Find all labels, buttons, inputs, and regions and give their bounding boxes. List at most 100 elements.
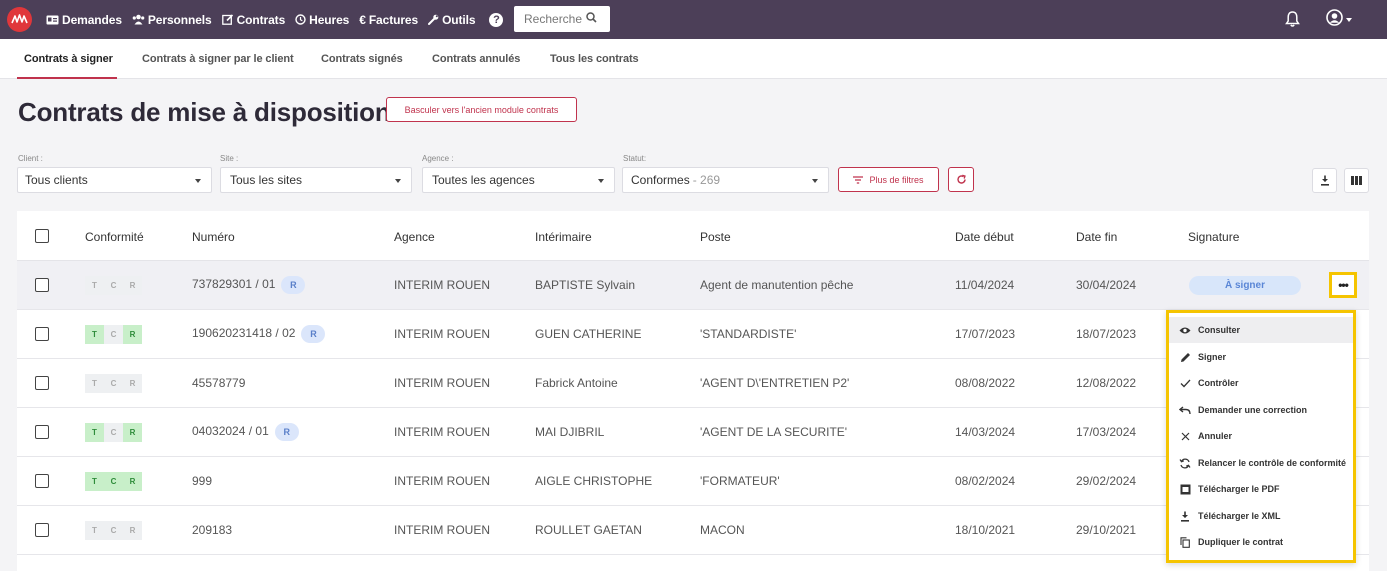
cell-date-debut: 18/10/2021 [955, 523, 1016, 537]
menu-item-dupliquer[interactable]: Dupliquer le contrat [1169, 529, 1353, 555]
r-badge: R [281, 276, 306, 294]
pdf-icon [1178, 482, 1192, 496]
tcr-r: R [123, 374, 142, 393]
cell-interimaire: ROULLET GAETAN [535, 523, 642, 537]
col-poste[interactable]: Poste [700, 230, 731, 244]
client-filter-select[interactable]: Tous clients [17, 167, 212, 193]
cell-interimaire: Fabrick Antoine [535, 376, 618, 390]
export-button[interactable] [1312, 168, 1337, 193]
cell-agence: INTERIM ROUEN [394, 376, 490, 390]
nav-outils[interactable]: Outils [428, 13, 476, 27]
tab-contrats-signes[interactable]: Contrats signés [321, 53, 403, 65]
menu-item-label: Dupliquer le contrat [1198, 537, 1284, 547]
cell-poste: 'STANDARDISTE' [700, 327, 797, 341]
nav-factures[interactable]: € Factures [359, 13, 418, 27]
nav-contrats[interactable]: Contrats [221, 12, 286, 27]
legacy-module-button[interactable]: Basculer vers l'ancien module contrats [386, 97, 577, 122]
download-icon [1320, 175, 1330, 186]
menu-item-signer[interactable]: Signer [1169, 344, 1353, 370]
menu-item-label: Relancer le contrôle de conformité [1198, 458, 1347, 468]
tcr-r: R [123, 472, 142, 491]
columns-button[interactable] [1344, 168, 1369, 193]
nav-heures[interactable]: Heures [295, 13, 349, 27]
menu-item-relancer-controle[interactable]: Relancer le contrôle de conformité [1169, 450, 1353, 476]
tab-contrats-a-signer-client[interactable]: Contrats à signer par le client [142, 53, 294, 65]
col-interimaire[interactable]: Intérimaire [535, 230, 592, 244]
menu-item-controler[interactable]: Contrôler [1169, 370, 1353, 396]
signature-status-badge[interactable]: À signer [1189, 276, 1301, 295]
menu-item-label: Télécharger le PDF [1198, 484, 1280, 494]
cell-date-debut: 08/08/2022 [955, 376, 1016, 390]
client-filter-label: Client : [18, 154, 43, 163]
app-logo[interactable] [7, 7, 32, 32]
tab-contrats-annules[interactable]: Contrats annulés [432, 53, 521, 65]
user-avatar-icon [1326, 9, 1343, 31]
col-agence[interactable]: Agence [394, 230, 435, 244]
menu-item-label: Annuler [1198, 431, 1233, 441]
cell-poste: 'AGENT D\'ENTRETIEN P2' [700, 376, 850, 390]
col-date-debut[interactable]: Date début [955, 230, 1014, 244]
nav-label: Contrats [236, 12, 286, 27]
tcr-c: C [104, 472, 123, 491]
chevron-down-icon [1346, 18, 1352, 22]
col-signature[interactable]: Signature [1188, 230, 1240, 244]
cell-date-debut: 14/03/2024 [955, 425, 1016, 439]
col-numero[interactable]: Numéro [192, 230, 235, 244]
cell-numero: 04032024 / 01 R [192, 423, 299, 441]
menu-item-demander-correction[interactable]: Demander une correction [1169, 397, 1353, 423]
page-title: Contrats de mise à disposition [18, 97, 391, 127]
search-input[interactable] [524, 12, 586, 26]
euro-icon: € [359, 12, 366, 27]
notification-bell-icon[interactable] [1285, 10, 1300, 33]
tab-contrats-a-signer[interactable]: Contrats à signer [24, 53, 113, 65]
agence-filter-label: Agence : [422, 154, 454, 163]
row-checkbox[interactable] [35, 425, 49, 439]
row-checkbox[interactable] [35, 327, 49, 341]
site-filter-select[interactable]: Tous les sites [220, 167, 412, 193]
user-menu[interactable] [1326, 9, 1352, 31]
row-actions-button[interactable]: ••• [1329, 272, 1357, 298]
col-date-fin[interactable]: Date fin [1076, 230, 1118, 244]
nav-personnels[interactable]: Personnels [132, 13, 212, 27]
menu-item-telecharger-xml[interactable]: Télécharger le XML [1169, 503, 1353, 529]
tcr-r: R [123, 423, 142, 442]
menu-item-telecharger-pdf[interactable]: Télécharger le PDF [1169, 476, 1353, 502]
wrench-icon [428, 14, 439, 25]
cell-agence: INTERIM ROUEN [394, 425, 490, 439]
nav-demandes[interactable]: Demandes [46, 13, 122, 27]
copy-icon [1178, 535, 1192, 549]
select-all-checkbox[interactable] [35, 229, 49, 243]
chevron-down-icon [598, 179, 604, 183]
check-icon [1178, 376, 1192, 390]
row-checkbox[interactable] [35, 278, 49, 292]
statut-filter-select[interactable]: Conformes - 269 [622, 167, 829, 193]
row-actions-menu: Consulter Signer Contrôler Demander une … [1166, 310, 1356, 563]
col-conformite[interactable]: Conformité [85, 230, 144, 244]
menu-item-annuler[interactable]: Annuler [1169, 423, 1353, 449]
row-checkbox[interactable] [35, 376, 49, 390]
row-checkbox[interactable] [35, 474, 49, 488]
close-icon [1178, 429, 1192, 443]
cell-date-fin: 18/07/2023 [1076, 327, 1137, 341]
tcr-c: C [104, 521, 123, 540]
tcr-r: R [123, 276, 142, 295]
row-checkbox[interactable] [35, 523, 49, 537]
cell-agence: INTERIM ROUEN [394, 327, 490, 341]
more-filters-button[interactable]: Plus de filtres [838, 167, 939, 192]
agence-filter-select[interactable]: Toutes les agences [422, 167, 615, 193]
menu-item-consulter[interactable]: Consulter [1169, 317, 1353, 343]
search-icon[interactable] [586, 10, 597, 28]
cell-date-fin: 17/03/2024 [1076, 425, 1137, 439]
help-icon[interactable]: ? [489, 12, 504, 27]
statut-filter-label: Statut: [623, 154, 647, 163]
tab-tous-les-contrats[interactable]: Tous les contrats [550, 53, 639, 65]
reset-filters-button[interactable] [948, 167, 974, 192]
